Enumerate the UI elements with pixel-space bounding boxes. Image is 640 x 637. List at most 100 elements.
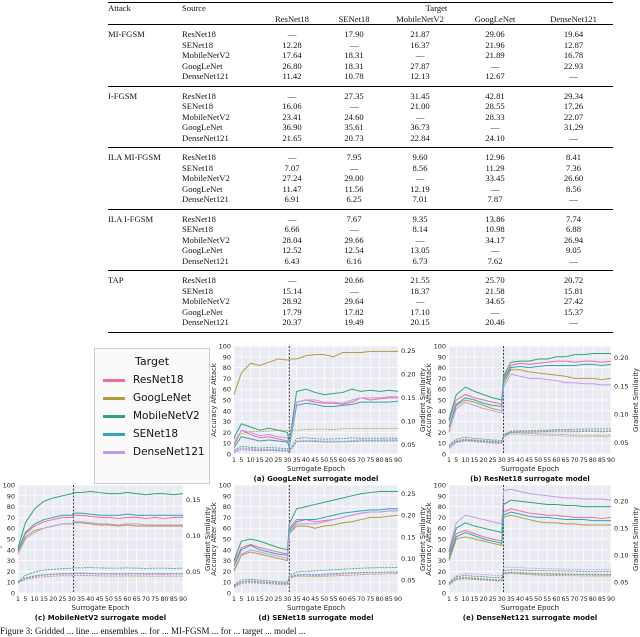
table-cell: 6.66 xyxy=(284,224,300,234)
table-cell: 15.81 xyxy=(563,285,584,296)
x-tick-label: 75 xyxy=(366,596,374,603)
table-cell: 6.73 xyxy=(412,255,428,266)
series-line xyxy=(233,350,398,395)
table-cell: — xyxy=(415,50,425,60)
attack-name xyxy=(108,307,182,318)
series-line xyxy=(17,521,183,555)
series-line xyxy=(233,388,399,444)
x-tick-label: 5 xyxy=(23,596,27,603)
series-line xyxy=(233,510,398,570)
table-cell: 8.14 xyxy=(412,224,428,234)
x-tick-label: 30 xyxy=(498,596,506,603)
y2-tick-label: 0.15 xyxy=(401,533,415,541)
x-tick-label: 15 xyxy=(470,457,478,464)
series-line xyxy=(17,512,183,550)
y2-axis-label: Gradient Similarity xyxy=(632,507,640,571)
subplot-caption: (a) GoogLeNet surrogate model xyxy=(254,475,379,483)
x-axis-label: Surrogate Epoch xyxy=(71,604,129,612)
y-tick-label: 90 xyxy=(223,492,231,500)
table-cell: 20.73 xyxy=(344,132,364,143)
table-cell: — xyxy=(287,90,297,101)
legend-item: GoogLeNet xyxy=(95,389,209,407)
x-tick-label: 65 xyxy=(348,596,356,603)
y-tick-label: 100 xyxy=(3,482,15,490)
col-header-target-model: DenseNet121 xyxy=(550,13,597,24)
y-tick-label: 70 xyxy=(438,375,446,383)
source-model: MobileNetV2 xyxy=(182,234,230,245)
y-tick-label: 100 xyxy=(434,482,446,490)
legend-swatch xyxy=(103,396,125,400)
series-similarity-line xyxy=(233,427,398,440)
table-cell: 6.25 xyxy=(346,194,362,204)
y-tick-label: 40 xyxy=(438,546,446,554)
x-tick-label: 65 xyxy=(561,596,569,603)
y2-tick-label: 0.15 xyxy=(614,382,628,390)
y2-tick-label: 0.25 xyxy=(401,347,415,355)
col-header-target-model: ResNet18 xyxy=(275,13,309,24)
x-tick-label: 80 xyxy=(376,457,384,464)
table-row: SENet18 12.28 — 16.37 21.96 12.87 xyxy=(108,40,613,51)
y-tick-label: 0 xyxy=(442,590,446,598)
table-cell: 6.16 xyxy=(346,255,362,266)
table-row: ILA MI-FGSM ResNet18 — 7.95 9.60 12.96 8.41 xyxy=(108,152,613,163)
table-header-row: Attack Source Target xyxy=(108,2,613,14)
y-axis-label: Accuracy After Attack xyxy=(210,363,218,436)
table-row: ILA I-FGSM ResNet18 — 7.67 9.35 13.86 7.74 xyxy=(108,214,613,225)
x-tick-label: 35 xyxy=(293,596,301,603)
table-cell: — xyxy=(415,296,425,306)
table-cell: 25.70 xyxy=(485,275,505,285)
x-tick-label: 90 xyxy=(607,596,615,603)
y-tick-label: 10 xyxy=(438,579,446,587)
y-tick-label: 50 xyxy=(438,397,446,405)
table-cell: 33.45 xyxy=(485,173,505,183)
x-tick-label: 80 xyxy=(160,596,168,603)
x-tick-label: 20 xyxy=(480,457,488,464)
table-cell: 34.65 xyxy=(485,296,505,306)
x-tick-label: 40 xyxy=(516,596,524,603)
x-tick-label: 45 xyxy=(525,457,533,464)
table-row: MI-FGSM ResNet18 — 17.90 21.87 29.06 19.64 xyxy=(108,29,613,40)
table-cell: — xyxy=(287,213,297,224)
y2-tick-label: 0.05 xyxy=(186,568,200,576)
attack-name xyxy=(108,71,182,82)
y-tick-label: 0 xyxy=(442,451,446,459)
y-tick-label: 40 xyxy=(223,546,231,554)
y-tick-label: 20 xyxy=(223,568,231,576)
table-cell: 6.43 xyxy=(284,255,300,266)
y2-tick-label: 0.05 xyxy=(401,441,415,449)
table-subheader-row: ResNet18 SENet18 MobileNetV2 GoogLeNet Dense… xyxy=(108,14,613,25)
table-cell: 8.56 xyxy=(412,162,428,173)
col-header-target-model: SENet18 xyxy=(338,13,370,24)
x-tick-label: 60 xyxy=(339,457,347,464)
series-line xyxy=(448,353,611,420)
subplot-caption: (d) SENet18 surrogate model xyxy=(258,614,373,622)
source-model: DenseNet121 xyxy=(182,317,229,327)
x-tick-label: 50 xyxy=(320,596,328,603)
x-tick-label: 50 xyxy=(105,596,113,603)
table-cell: 12.19 xyxy=(410,183,430,194)
legend-label: ResNet18 xyxy=(133,374,184,386)
table-cell: 29.64 xyxy=(344,296,364,306)
y2-tick-label: 0.15 xyxy=(186,496,200,504)
legend-label: DenseNet121 xyxy=(133,446,205,458)
table-cell: — xyxy=(490,245,500,255)
y-tick-label: 70 xyxy=(7,514,15,522)
source-model: GoogLeNet xyxy=(182,60,223,71)
attack-name: MI-FGSM xyxy=(108,29,145,39)
table-cell: 7.95 xyxy=(346,152,362,162)
table-cell: — xyxy=(490,183,500,194)
table-cell: — xyxy=(569,317,578,327)
source-model: DenseNet121 xyxy=(182,194,229,204)
attack-name: TAP xyxy=(108,275,124,285)
results-table-grid: Attack Source Target ResNet18 SENet18 MobileN… xyxy=(108,2,613,333)
series-similarity-line xyxy=(17,567,184,582)
table-row: SENet18 15.14 — 18.37 21.58 15.81 xyxy=(108,286,613,297)
table-cell: 8.41 xyxy=(565,152,582,162)
x-tick-label: 55 xyxy=(543,457,551,464)
y-tick-label: 20 xyxy=(7,568,15,576)
x-tick-label: 70 xyxy=(571,596,579,603)
x-tick-label: 55 xyxy=(329,457,337,464)
x-tick-label: 35 xyxy=(77,596,85,603)
source-model: SENet18 xyxy=(182,162,214,173)
y-axis-label: Accuracy After Attack xyxy=(425,363,433,436)
